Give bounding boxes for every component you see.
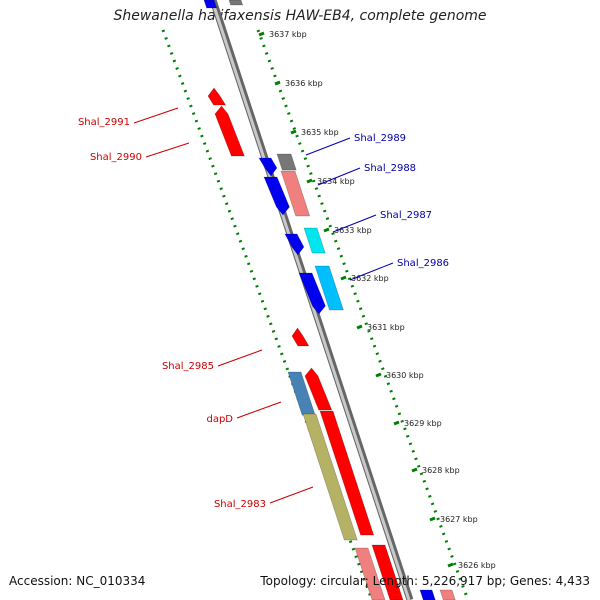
- gene-label: Shal_2989: [354, 133, 406, 144]
- gene-feature: [302, 413, 358, 541]
- gene-leader-line: [332, 214, 377, 233]
- tick-mark: [274, 80, 281, 86]
- gene-feature: [207, 87, 227, 106]
- tick-mark: [258, 31, 265, 37]
- gene-features: [203, 0, 456, 600]
- tick-label: 3634 kbp: [317, 177, 355, 186]
- tick-mark: [429, 516, 436, 522]
- gene-label: Shal_2985: [162, 361, 214, 372]
- tick-mark: [375, 372, 382, 378]
- gene-feature: [291, 327, 310, 347]
- gene-label: dapD: [206, 414, 233, 425]
- tick-mark: [306, 178, 313, 184]
- gene-feature: [276, 153, 297, 171]
- tick-label: 3637 kbp: [269, 30, 307, 39]
- gene-labels: Shal_2991 Shal_2990 Shal_2989 Shal_2988 Shal…: [78, 107, 449, 510]
- accession-text: Accession: NC_010334: [9, 574, 146, 588]
- gene-feature: [319, 410, 375, 536]
- gene-feature: [228, 0, 244, 6]
- gene-leader-line: [217, 349, 263, 367]
- tick-label: 3627 kbp: [440, 515, 478, 524]
- gene-feature: [280, 170, 311, 217]
- gene-leader-line: [269, 486, 314, 504]
- gene-feature: [304, 367, 333, 411]
- gene-feature: [314, 265, 344, 311]
- gene-label: Shal_2986: [397, 258, 449, 269]
- gene-feature: [439, 589, 456, 600]
- tick-label: 3626 kbp: [458, 561, 496, 570]
- gene-feature: [203, 0, 218, 9]
- gene-label: Shal_2983: [214, 499, 266, 510]
- tick-label: 3632 kbp: [351, 274, 389, 283]
- tick-label: 3633 kbp: [334, 226, 372, 235]
- tick-mark: [356, 324, 363, 330]
- gene-label: Shal_2988: [364, 163, 416, 174]
- tick-mark: [447, 562, 454, 568]
- gene-feature: [298, 272, 326, 315]
- gene-leader-line: [145, 142, 190, 158]
- tick-label: 3630 kbp: [386, 371, 424, 380]
- tick-label: 3636 kbp: [285, 79, 323, 88]
- gene-feature: [419, 589, 436, 600]
- gene-leader-line: [236, 401, 282, 419]
- gene-label: Shal_2987: [380, 210, 432, 221]
- gene-feature: [258, 157, 278, 177]
- tick-mark: [290, 129, 297, 135]
- tick-mark: [411, 467, 418, 473]
- gene-feature: [263, 176, 290, 216]
- tick-mark: [340, 275, 347, 281]
- gene-label: Shal_2991: [78, 117, 130, 128]
- gene-feature: [214, 105, 245, 157]
- tick-label: 3635 kbp: [301, 128, 339, 137]
- gene-feature: [303, 227, 326, 254]
- topology-summary: Topology: circular; Length: 5,226,917 bp…: [260, 574, 590, 588]
- tick-label: 3629 kbp: [404, 419, 442, 428]
- gene-leader-line: [305, 137, 351, 156]
- tick-mark: [323, 227, 330, 233]
- gene-leader-line: [349, 262, 394, 281]
- gene-feature: [354, 547, 386, 600]
- tick-label: 3628 kbp: [422, 466, 460, 475]
- gene-feature: [371, 544, 404, 600]
- map-title: Shewanella halifaxensis HAW-EB4, complet…: [113, 8, 487, 24]
- gene-label: Shal_2990: [90, 152, 142, 163]
- gene-feature: [284, 233, 305, 256]
- gene-leader-line: [317, 167, 361, 186]
- gene-leader-line: [133, 107, 179, 124]
- tick-mark: [393, 420, 400, 426]
- scale-ticks: 3637 kbp 3636 kbp 3635 kbp 3634 kbp 3633 kbp…: [258, 30, 496, 570]
- tick-label: 3631 kbp: [367, 323, 405, 332]
